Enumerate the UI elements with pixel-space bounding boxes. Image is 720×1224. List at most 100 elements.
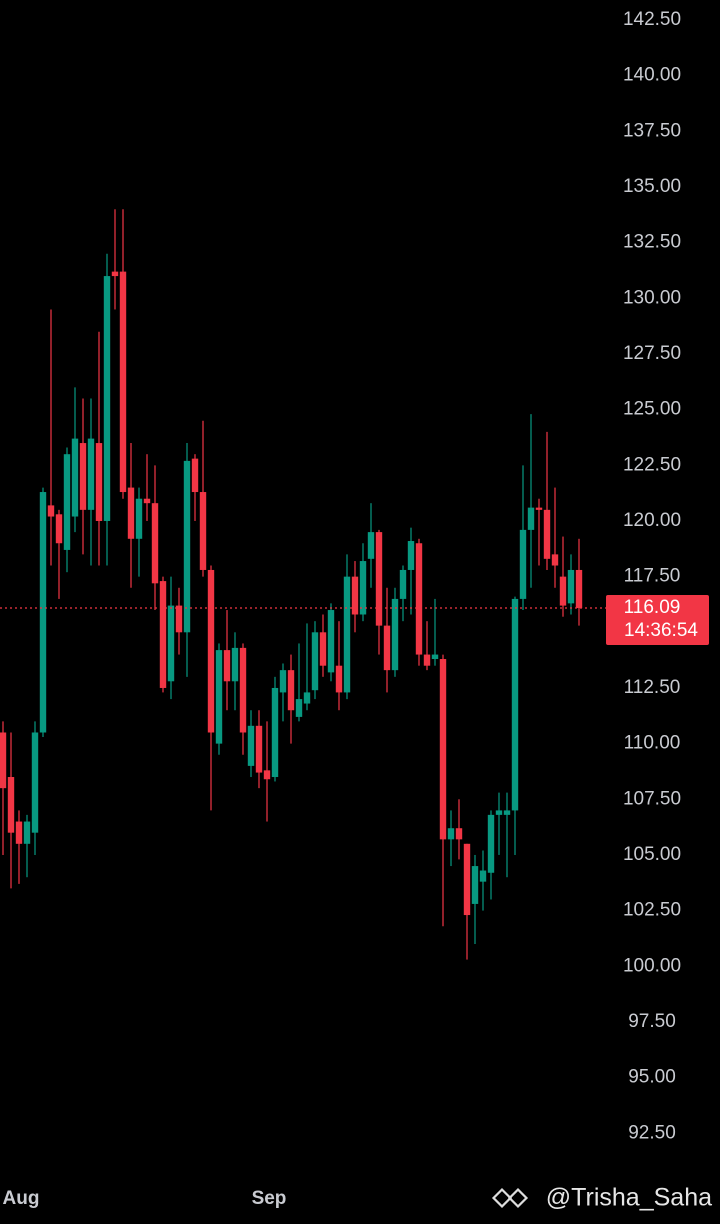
candle-body <box>487 814 495 873</box>
candle-body <box>287 670 295 711</box>
candle-body <box>479 870 487 882</box>
candle-body <box>71 438 79 517</box>
candle-body <box>351 576 359 615</box>
candle-body <box>79 443 87 510</box>
candle-body <box>127 487 135 539</box>
y-tick-label: 120.00 <box>623 510 681 531</box>
candle-body <box>207 569 215 733</box>
candle-body <box>135 498 143 539</box>
candle-body <box>143 498 151 504</box>
candle-body <box>575 569 583 609</box>
watermark: @Trisha_Saha <box>491 1184 712 1212</box>
candle-body <box>391 598 399 671</box>
y-tick-label: 142.50 <box>623 9 681 30</box>
candle-body <box>7 777 15 833</box>
candle-body <box>247 725 255 766</box>
candle-body <box>231 647 239 682</box>
y-tick-label: 130.00 <box>623 287 681 308</box>
candle-body <box>103 276 111 521</box>
candle-body <box>519 529 527 599</box>
y-tick-label: 140.00 <box>623 65 681 86</box>
y-tick-label: 97.50 <box>628 1011 676 1032</box>
candle-body <box>431 654 439 660</box>
candle-body <box>55 514 63 544</box>
candle-body <box>559 576 567 606</box>
candle-body <box>319 632 327 666</box>
candle-body <box>471 866 479 904</box>
watermark-icon <box>491 1187 529 1209</box>
candle-body <box>543 509 551 559</box>
candle-body <box>359 561 367 615</box>
candle-body <box>415 543 423 655</box>
candle-body <box>31 732 39 833</box>
candle-body <box>15 821 23 844</box>
candle-body <box>239 647 247 733</box>
x-tick-label: Aug <box>3 1188 40 1209</box>
candle-body <box>47 505 55 517</box>
candle-body <box>511 598 519 811</box>
candle-body <box>383 625 391 671</box>
y-tick-label: 92.50 <box>628 1122 676 1143</box>
candle-body <box>215 650 223 744</box>
candle-body <box>263 770 271 780</box>
y-tick-label: 100.00 <box>623 955 681 976</box>
candle-body <box>375 532 383 626</box>
candle-body <box>63 454 71 550</box>
candle-body <box>535 507 543 510</box>
candles <box>0 209 583 960</box>
axis-labels: 92.50 95.00 97.50 100.00 102.50 105.00 107.50 1… <box>3 9 682 1209</box>
y-tick-label: 112.50 <box>624 677 681 698</box>
x-tick-label: Sep <box>252 1188 287 1209</box>
candle-body <box>335 665 343 693</box>
candle-body <box>407 541 415 570</box>
candle-body <box>0 732 7 789</box>
candle-body <box>439 659 447 840</box>
candle-body <box>295 699 303 717</box>
y-tick-label: 125.00 <box>623 399 681 420</box>
candle-body <box>111 271 119 277</box>
last-price-box <box>606 595 709 646</box>
candle-body <box>167 605 175 682</box>
candle-body <box>199 492 207 570</box>
candle-body <box>343 576 351 693</box>
candle-body <box>23 821 31 844</box>
y-tick-label: 135.00 <box>623 176 681 197</box>
candle-body <box>527 507 535 530</box>
candle-body <box>503 810 511 815</box>
y-tick-label: 122.50 <box>623 454 681 475</box>
candle-body <box>87 438 95 510</box>
candle-body <box>399 569 407 599</box>
y-tick-label: 102.50 <box>623 900 681 921</box>
countdown-label: 14:36:54 <box>624 620 698 641</box>
candle-body <box>191 458 199 493</box>
candle-body <box>567 569 575 604</box>
y-tick-label: 127.50 <box>623 343 681 364</box>
y-tick-label: 117.50 <box>624 566 681 587</box>
candle-body <box>327 610 335 673</box>
y-tick-label: 95.00 <box>628 1067 676 1088</box>
candle-body <box>551 554 559 566</box>
candle-body <box>311 632 319 691</box>
candle-body <box>175 605 183 633</box>
watermark-text: @Trisha_Saha <box>546 1184 712 1212</box>
candle-body <box>119 271 127 493</box>
candle-body <box>367 532 375 559</box>
candle-body <box>95 443 103 521</box>
y-tick-label: 132.50 <box>623 232 681 253</box>
candle-body <box>495 810 503 815</box>
candle-body <box>271 687 279 778</box>
candle-body <box>159 581 167 688</box>
candle-body <box>255 725 263 773</box>
y-tick-label: 137.50 <box>623 120 681 141</box>
candle-body <box>39 492 47 733</box>
candle-body <box>279 670 287 693</box>
y-tick-label: 107.50 <box>623 788 681 809</box>
candle-body <box>303 692 311 704</box>
y-tick-label: 105.00 <box>623 844 681 865</box>
candle-body <box>455 828 463 840</box>
candle-body <box>223 650 231 682</box>
last-price-label: 116.09 <box>624 597 681 618</box>
